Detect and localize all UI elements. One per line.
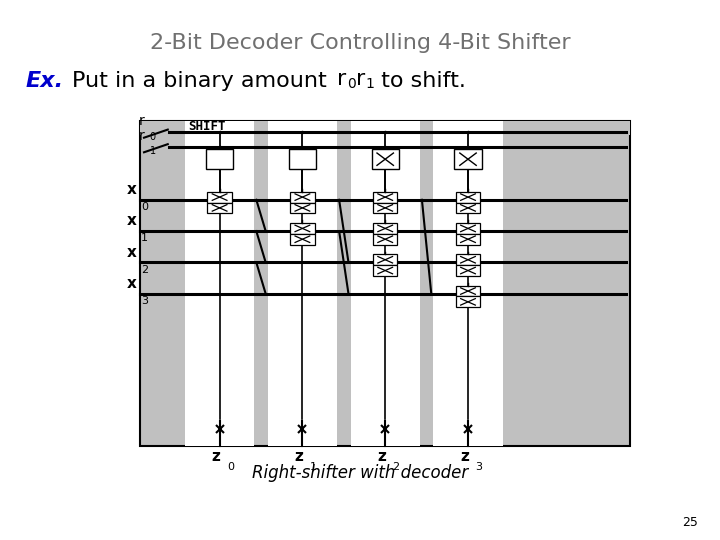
Text: 1: 1 — [150, 146, 156, 157]
Bar — [454, 149, 482, 170]
Bar — [373, 265, 397, 276]
Bar — [140, 122, 630, 135]
Text: r: r — [138, 129, 144, 143]
Bar — [456, 296, 480, 307]
Bar — [456, 192, 480, 202]
Text: 0: 0 — [347, 77, 356, 91]
Bar — [373, 234, 397, 245]
Text: 1: 1 — [366, 77, 374, 91]
Text: x: x — [127, 182, 137, 197]
Bar — [372, 149, 399, 170]
Text: 3: 3 — [141, 296, 148, 306]
Bar — [351, 122, 420, 135]
Text: 2: 2 — [392, 462, 400, 472]
Text: r: r — [337, 69, 346, 90]
Text: Put in a binary amount: Put in a binary amount — [72, 71, 327, 91]
Bar — [373, 223, 397, 234]
Bar — [456, 202, 480, 213]
Bar — [206, 149, 233, 170]
Bar — [433, 122, 503, 135]
Text: x: x — [127, 213, 137, 228]
Text: x: x — [127, 245, 137, 260]
Text: 25: 25 — [683, 516, 698, 529]
Text: 1: 1 — [310, 462, 317, 472]
Bar — [290, 192, 315, 202]
Text: z: z — [460, 449, 469, 464]
Text: 2: 2 — [141, 265, 148, 275]
Text: Right-shifter with decoder: Right-shifter with decoder — [252, 463, 468, 482]
Bar — [289, 149, 316, 170]
Text: to shift.: to shift. — [374, 71, 467, 91]
Text: z: z — [377, 449, 386, 464]
Text: 0: 0 — [150, 132, 156, 142]
Text: z: z — [294, 449, 303, 464]
Bar — [456, 286, 480, 296]
Text: 2-Bit Decoder Controlling 4-Bit Shifter: 2-Bit Decoder Controlling 4-Bit Shifter — [150, 33, 570, 53]
Bar — [456, 265, 480, 276]
Text: r: r — [356, 69, 365, 90]
Text: Ex.: Ex. — [25, 71, 63, 91]
Text: SHIFT: SHIFT — [189, 120, 226, 133]
Bar — [290, 223, 315, 234]
Bar — [268, 122, 337, 135]
Bar — [290, 202, 315, 213]
Bar — [456, 223, 480, 234]
Bar — [207, 202, 232, 213]
Bar — [373, 254, 397, 265]
Bar — [351, 122, 420, 446]
Bar — [373, 192, 397, 202]
Text: r: r — [138, 114, 144, 128]
Bar — [268, 122, 337, 446]
Text: 3: 3 — [475, 462, 482, 472]
Bar — [140, 122, 630, 446]
Bar — [185, 122, 254, 446]
Text: 1: 1 — [141, 233, 148, 244]
Bar — [373, 202, 397, 213]
Bar — [433, 122, 503, 446]
Bar — [456, 254, 480, 265]
Bar — [456, 234, 480, 245]
Bar — [290, 234, 315, 245]
Text: z: z — [212, 449, 220, 464]
Text: 0: 0 — [227, 462, 234, 472]
Bar — [185, 122, 254, 135]
Text: 0: 0 — [141, 202, 148, 212]
Bar — [207, 192, 232, 202]
Text: x: x — [127, 276, 137, 291]
